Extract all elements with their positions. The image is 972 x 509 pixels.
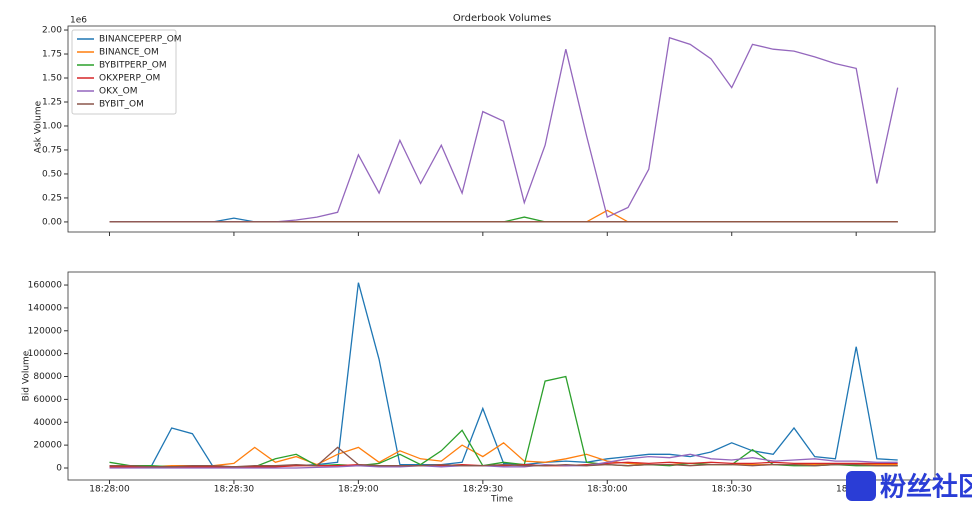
x-tick-label: 18:28:00	[89, 485, 130, 495]
y-tick-label: 160000	[28, 281, 63, 291]
legend-label: BINANCE_OM	[99, 48, 159, 58]
x-tick-label: 18:28:30	[214, 485, 255, 495]
y-tick-label: 1.25	[42, 97, 62, 107]
series-line	[109, 446, 898, 468]
legend-box	[71, 29, 177, 115]
y-axis-label: Ask Volume	[34, 100, 44, 153]
axes: 0.00 0.25 0.50 0.75 1.00 1.25 1.50 1.75 2.00 BINA…	[42, 25, 936, 236]
y-tick-label: 0.00	[42, 217, 62, 227]
x-tick-label: 18:30:00	[587, 485, 628, 495]
x-tick-label: 18:29:00	[338, 485, 379, 495]
y-tick-label: 1.00	[42, 121, 62, 131]
y-tick-label: 40000	[33, 418, 62, 428]
logo-icon	[846, 471, 876, 501]
legend-label: OKX_OM	[99, 87, 138, 97]
y-tick-label: 0.25	[42, 193, 62, 203]
y-tick-label: 80000	[33, 372, 62, 382]
y-tick-label: 1.50	[42, 74, 62, 84]
legend-label: OKXPERP_OM	[99, 74, 160, 84]
x-axis-label: Time	[490, 495, 513, 505]
axes-frame	[67, 271, 936, 481]
y-tick-label: 2.00	[42, 26, 62, 36]
y-tick-label: 100000	[28, 349, 63, 359]
watermark: 粉丝社区	[880, 472, 972, 503]
y-tick-label: 0	[56, 463, 62, 473]
axes: 0 20000 40000 60000 80000 100000 120000 140000 1…	[28, 271, 936, 495]
legend-label: BYBIT_OM	[99, 100, 144, 110]
legend-label: BINANCEPERP_OM	[99, 35, 182, 45]
series-line	[109, 453, 898, 469]
y-tick-label: 0.50	[42, 169, 62, 179]
y-tick-label: 60000	[33, 395, 62, 405]
axes-frame	[67, 25, 936, 233]
y-axis-label: Bid Volume	[22, 350, 32, 401]
y-tick-label: 1.75	[42, 50, 62, 60]
y-tick-label: 120000	[28, 326, 63, 336]
y-tick-label: 20000	[33, 441, 62, 451]
x-tick-label: 18:29:30	[463, 485, 504, 495]
y-offset-label: 1e6	[70, 16, 87, 26]
y-tick-label: 0.75	[42, 145, 62, 155]
y-tick-label: 140000	[28, 303, 63, 313]
x-tick-label: 18:30:30	[712, 485, 753, 495]
chart-title: Orderbook Volumes	[453, 13, 551, 24]
legend-label: BYBITPERP_OM	[99, 61, 167, 71]
